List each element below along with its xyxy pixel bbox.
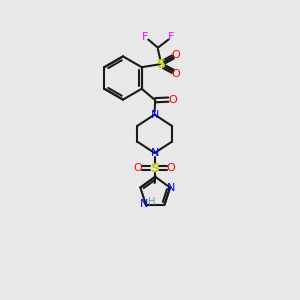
Text: S: S [156,58,165,71]
Text: F: F [168,32,175,42]
Text: O: O [168,94,177,105]
Text: S: S [150,161,159,175]
Text: O: O [172,50,180,60]
Text: N: N [167,182,176,193]
Text: O: O [134,163,142,173]
Text: N: N [150,110,159,120]
Text: N: N [140,199,148,209]
Text: F: F [142,32,148,42]
Text: O: O [172,69,180,79]
Text: N: N [150,148,159,158]
Text: O: O [167,163,176,173]
Text: H: H [148,197,155,207]
